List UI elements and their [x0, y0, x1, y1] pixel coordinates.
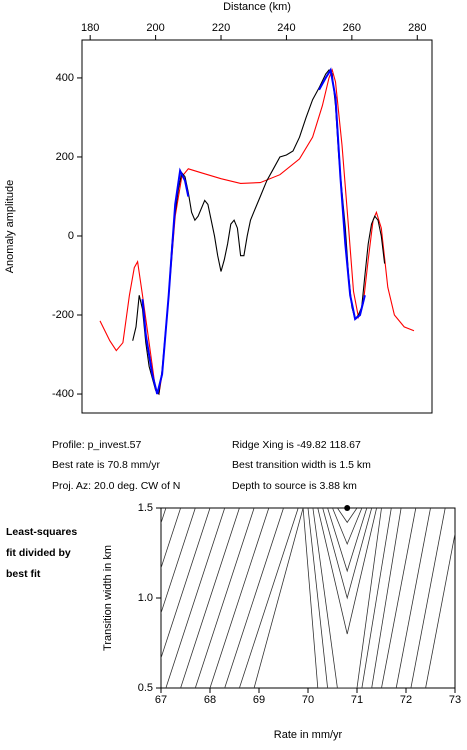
x-tick-label: 200	[146, 22, 164, 34]
y-tick-label: 0	[68, 230, 74, 242]
y-tick-label: -400	[52, 388, 74, 400]
contour-line	[337, 508, 358, 524]
y-axis-label: Anomaly amplitude	[4, 180, 16, 274]
x-tick-label: 72	[400, 694, 412, 706]
plot-frame	[81, 39, 433, 414]
annotation: Best transition width is 1.5 km	[232, 459, 371, 471]
annotation: Ridge Xing is -49.82 118.67	[232, 439, 361, 451]
contour-line	[410, 508, 446, 688]
x-tick-label: 68	[204, 694, 216, 706]
side-title: fit divided by	[6, 547, 71, 559]
contour-line	[312, 508, 382, 688]
x-tick-label: 240	[277, 22, 295, 34]
contour-line	[161, 508, 211, 660]
contour-line	[161, 508, 181, 570]
contour-area	[161, 508, 455, 688]
contour-line	[180, 508, 240, 688]
annotation: Depth to source is 3.88 km	[232, 480, 357, 492]
contour-line	[332, 508, 363, 546]
data-line	[132, 69, 386, 396]
y-tick-label: 200	[56, 151, 74, 163]
annotation: Proj. Az: 20.0 deg. CW of N	[52, 480, 180, 492]
y-tick-label: 1.5	[138, 502, 153, 514]
contour-line	[395, 508, 431, 688]
contour-line	[209, 508, 270, 688]
y-tick-label: 1.0	[138, 592, 153, 604]
data-line	[141, 67, 366, 395]
x-axis-label: Distance (km)	[223, 1, 291, 13]
y-axis-label: Transition width in km	[102, 545, 114, 651]
x-tick-label: 71	[351, 694, 363, 706]
y-tick-label: 400	[56, 72, 74, 84]
contour-line	[317, 508, 377, 635]
side-title: Least-squares	[6, 526, 77, 538]
data-line	[99, 68, 415, 396]
contour-line	[381, 508, 417, 688]
y-tick-label: 0.5	[138, 682, 153, 694]
x-tick-label: 70	[302, 694, 314, 706]
x-tick-label: 280	[408, 22, 426, 34]
contour-line	[307, 508, 392, 688]
plot-area	[99, 67, 415, 396]
x-tick-label: 260	[343, 22, 361, 34]
contour-line	[224, 508, 284, 688]
annotation: Best rate is 70.8 mm/yr	[52, 459, 160, 471]
side-title: best fit	[6, 568, 41, 580]
x-axis-label: Rate in mm/yr	[274, 729, 343, 741]
contour-line	[425, 531, 455, 688]
contour-line	[327, 508, 368, 573]
contour-line	[322, 508, 373, 600]
x-tick-label: 220	[212, 22, 230, 34]
x-tick-label: 73	[449, 694, 461, 706]
contour-line	[165, 508, 226, 688]
x-tick-label: 67	[155, 694, 167, 706]
contour-line	[302, 508, 402, 688]
contour-line	[239, 508, 299, 688]
x-tick-label: 69	[253, 694, 265, 706]
best-fit-point	[344, 505, 351, 511]
annotation: Profile: p_invest.57	[52, 439, 141, 451]
contour-line	[194, 508, 255, 688]
x-tick-label: 180	[81, 22, 99, 34]
y-tick-label: -200	[52, 309, 74, 321]
contour-line	[161, 508, 196, 615]
contour-line	[253, 508, 304, 688]
